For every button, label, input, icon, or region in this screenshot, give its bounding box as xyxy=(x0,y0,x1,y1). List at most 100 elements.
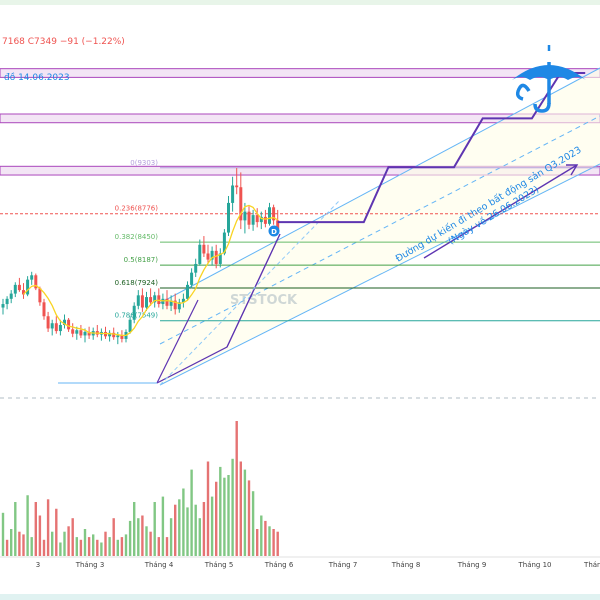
candle-body-57 xyxy=(235,185,239,188)
volume-bar-63 xyxy=(260,515,263,556)
header-price-text: 7168 C7349 −91 (−1.22%) xyxy=(2,37,125,47)
candle-body-20 xyxy=(83,331,87,336)
candle-body-55 xyxy=(227,202,230,233)
volume-bar-54 xyxy=(223,477,226,556)
volume-bar-61 xyxy=(251,491,255,556)
fib-label-4: 0.618(7924) xyxy=(115,279,159,287)
volume-bar-41 xyxy=(169,518,173,556)
volume-bar-44 xyxy=(182,488,185,556)
volume-bar-32 xyxy=(133,502,136,556)
volume-bar-13 xyxy=(55,508,58,556)
candle-layer xyxy=(1,168,280,345)
candle-body-64 xyxy=(263,216,267,224)
volume-bar-14 xyxy=(59,542,62,556)
volume-bar-65 xyxy=(268,526,271,556)
volume-bar-28 xyxy=(116,539,119,556)
x-tick-label-5: Tháng 7 xyxy=(328,561,358,569)
projection-path xyxy=(277,72,586,224)
candle-body-53 xyxy=(218,253,222,264)
volume-bar-58 xyxy=(239,461,242,556)
candle-body-51 xyxy=(210,250,214,260)
x-tick-label-1: Tháng 3 xyxy=(75,561,105,569)
x-tick-label-9: Tháng xyxy=(583,561,600,569)
candle-body-45 xyxy=(186,284,189,299)
candle-body-0 xyxy=(1,304,5,308)
volume-bar-55 xyxy=(227,475,230,556)
volume-bar-67 xyxy=(276,531,279,556)
fib-label-1: 0.236(8776) xyxy=(115,205,159,213)
candle-body-10 xyxy=(42,302,46,317)
candle-body-34 xyxy=(140,295,144,308)
volume-bar-31 xyxy=(128,520,132,556)
volume-bar-17 xyxy=(71,518,74,556)
x-tick-label-6: Tháng 8 xyxy=(391,561,421,569)
volume-bar-38 xyxy=(157,537,160,556)
candle-body-1 xyxy=(5,298,9,305)
candle-body-54 xyxy=(222,232,226,254)
candle-body-21 xyxy=(87,331,91,336)
forecast-dashed-line xyxy=(159,199,341,386)
candle-body-66 xyxy=(272,207,276,221)
volume-bar-15 xyxy=(63,531,66,556)
marker-d-label: D xyxy=(271,228,277,236)
x-tick-label-0: 3 xyxy=(36,561,40,569)
channel-lower-line xyxy=(159,163,600,386)
x-axis: 3 Tháng 3 Tháng 4 Tháng 5 Tháng 6 Tháng 7 Thán… xyxy=(0,556,600,569)
candle-body-61 xyxy=(251,215,255,225)
fib-label-2: 0.382(8450) xyxy=(115,233,159,241)
candle-body-43 xyxy=(177,302,181,310)
volume-bar-5 xyxy=(22,534,25,556)
pattern-right-leg xyxy=(226,233,281,348)
volume-bar-10 xyxy=(42,539,46,556)
candle-body-67 xyxy=(276,220,280,230)
projection-arrow xyxy=(423,164,579,259)
candle-body-48 xyxy=(198,244,202,264)
volume-bar-19 xyxy=(79,539,83,556)
candle-body-63 xyxy=(259,216,263,223)
x-tick-label-8: Tháng 10 xyxy=(517,561,551,569)
candle-body-17 xyxy=(71,329,75,334)
volume-bar-0 xyxy=(1,512,5,556)
candle-body-50 xyxy=(206,253,210,260)
volume-bar-30 xyxy=(124,534,128,556)
candle-body-29 xyxy=(120,335,124,339)
top-border-strip xyxy=(0,0,600,5)
volume-bar-59 xyxy=(243,469,247,556)
volume-bar-23 xyxy=(96,539,99,556)
umbrella-icon xyxy=(512,45,586,113)
candle-body-28 xyxy=(116,335,120,338)
fib-label-5: 0.786(7549) xyxy=(115,312,159,320)
volume-bar-9 xyxy=(38,515,42,556)
candle-body-26 xyxy=(108,332,112,337)
candle-body-36 xyxy=(149,297,153,303)
volume-bar-33 xyxy=(137,518,140,556)
volume-bar-8 xyxy=(34,502,37,556)
volume-bar-49 xyxy=(202,502,206,556)
candle-body-37 xyxy=(153,295,157,303)
volume-bar-51 xyxy=(210,496,214,556)
candle-body-9 xyxy=(38,288,42,303)
volume-layer xyxy=(1,421,279,556)
candle-body-52 xyxy=(214,250,218,264)
volume-bar-60 xyxy=(247,480,251,556)
volume-bar-64 xyxy=(264,520,267,556)
x-tick-label-3: Tháng 5 xyxy=(204,561,234,569)
candle-body-19 xyxy=(79,330,83,336)
marker-d[interactable]: D xyxy=(268,225,280,237)
volume-bar-40 xyxy=(165,537,169,556)
pattern-lines xyxy=(58,199,341,386)
candle-body-31 xyxy=(128,319,132,332)
candle-body-3 xyxy=(13,284,17,294)
candle-body-5 xyxy=(22,290,25,295)
volume-bar-35 xyxy=(145,526,148,556)
candle-body-12 xyxy=(50,323,54,329)
resistance-zone-2 xyxy=(0,165,600,176)
volume-bar-50 xyxy=(206,461,210,556)
volume-bar-66 xyxy=(272,529,275,556)
candle-body-16 xyxy=(67,319,71,330)
watermark: STSTOCK xyxy=(230,293,298,308)
volume-bar-4 xyxy=(18,531,21,556)
volume-bar-47 xyxy=(194,504,197,556)
candle-body-11 xyxy=(46,316,50,329)
